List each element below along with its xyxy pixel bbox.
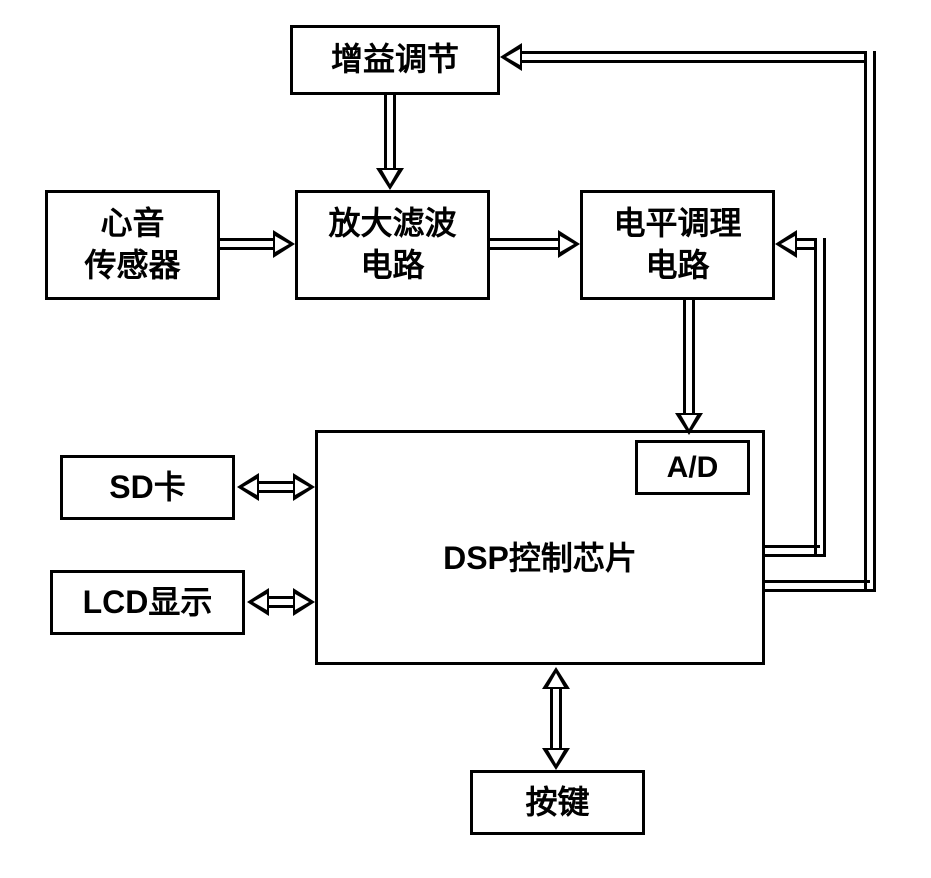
node-lcd: LCD显示	[50, 570, 245, 635]
node-sensor: 心音 传感器	[45, 190, 220, 300]
node-amp: 放大滤波 电路	[295, 190, 490, 300]
node-dsp-label: DSP控制芯片	[318, 538, 762, 580]
node-ad: A/D	[635, 440, 750, 495]
node-keys: 按键	[470, 770, 645, 835]
node-sd: SD卡	[60, 455, 235, 520]
node-gain: 增益调节	[290, 25, 500, 95]
node-level: 电平调理 电路	[580, 190, 775, 300]
node-dsp: A/D DSP控制芯片	[315, 430, 765, 665]
